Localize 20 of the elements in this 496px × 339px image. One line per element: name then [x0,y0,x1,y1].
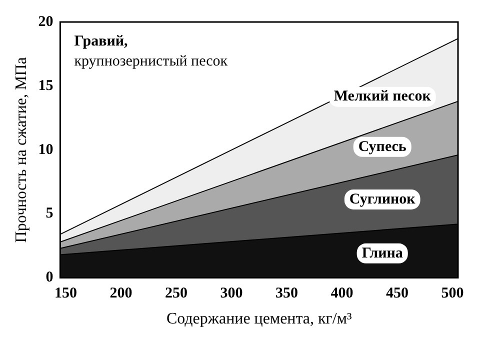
x-axis-title: Содержание цемента, кг/м³ [166,310,352,328]
y-tick-label: 5 [46,206,54,222]
annotation: Гравий, крупнозернистый песок [74,33,228,70]
series-label: Суглинок [349,191,416,208]
x-tick-label: 150 [54,286,77,302]
y-axis-title: Прочность на сжатие, МПа [12,57,30,243]
y-tick-label: 0 [46,270,54,286]
series-label: Глина [362,245,404,262]
series-label: Супесь [358,138,406,155]
x-tick-label: 200 [110,286,132,302]
x-tick-label: 250 [164,286,188,302]
x-tick-label: 500 [441,286,464,302]
x-tick-label: 350 [275,286,298,302]
x-tick-label: 400 [330,286,354,302]
y-tick-label: 20 [38,14,54,30]
x-tick-label: 450 [386,286,408,302]
x-tick-label: 300 [220,286,243,302]
y-tick-label: 15 [38,78,54,94]
series-label: Мелкий песок [334,88,432,105]
y-tick-label: 10 [38,142,54,158]
